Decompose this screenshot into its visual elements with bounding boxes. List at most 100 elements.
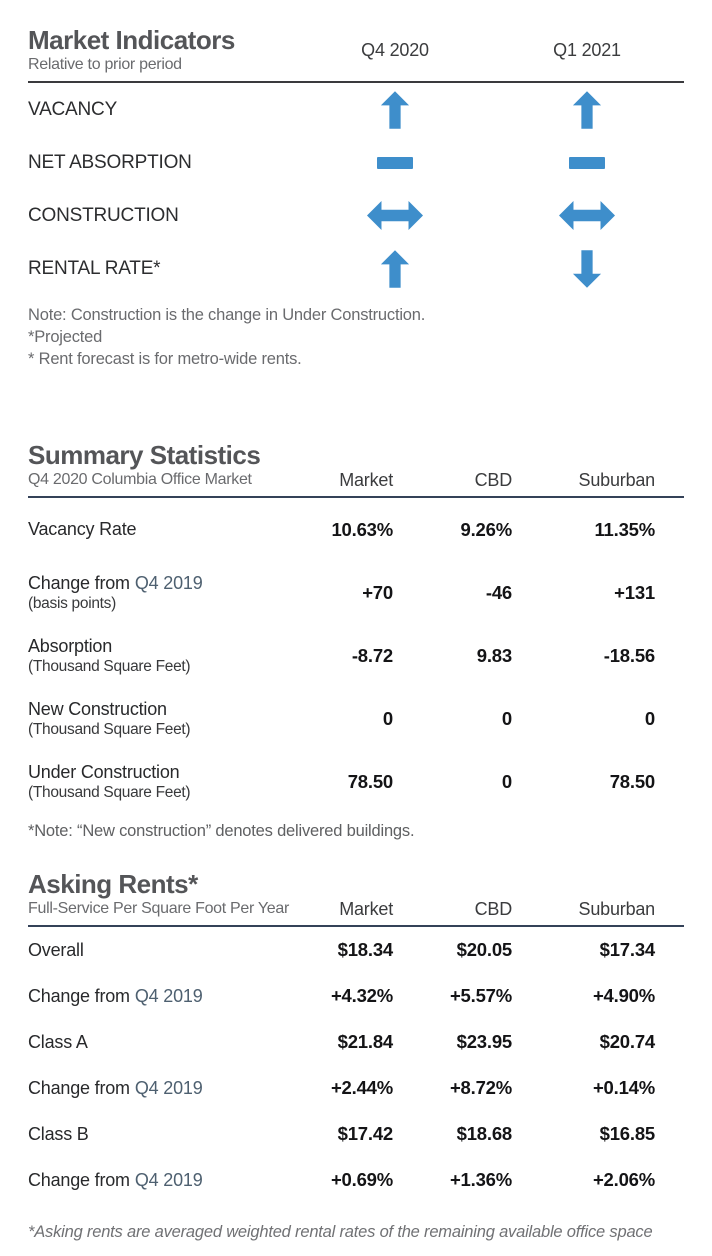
down-arrow-icon [572, 249, 602, 288]
column-header-suburban: Suburban [578, 470, 656, 490]
value-cbd: -46 [485, 581, 512, 603]
indicator-label: NET ABSORPTION [28, 151, 192, 173]
up-arrow-icon [572, 90, 602, 129]
summary-statistics-rule [28, 496, 684, 498]
row-sublabel: (Thousand Square Feet) [28, 720, 191, 738]
value-market: +4.32% [330, 985, 393, 1006]
value-suburban: 11.35% [594, 518, 655, 540]
asking-rents-footnote: *Asking rents are averaged weighted rent… [28, 1223, 653, 1241]
up-arrow-icon [380, 90, 410, 129]
value-cbd: +1.36% [449, 1169, 512, 1190]
summary-statistics-title: Summary Statistics [28, 440, 261, 470]
row-label: Class B [28, 1123, 89, 1144]
value-suburban: $16.85 [599, 1123, 656, 1144]
value-market: +2.44% [330, 1077, 393, 1098]
value-cbd: $20.05 [456, 939, 513, 960]
row-label: Overall [28, 939, 84, 960]
column-header-suburban: Suburban [578, 899, 656, 919]
row-sublabel: (basis points) [28, 594, 116, 612]
value-market: 0 [382, 707, 393, 729]
row-label: New Construction [28, 698, 167, 719]
table-row-change-bps: Change from Q4 2019 (basis points) +70 -4… [28, 561, 684, 624]
value-suburban: +4.90% [592, 985, 655, 1006]
table-row-class-a-change: Change from Q4 2019 +2.44% +8.72% +0.14% [28, 1065, 684, 1111]
row-label: Vacancy Rate [28, 519, 137, 539]
row-label: Absorption [28, 635, 113, 656]
row-label: Change from [28, 985, 130, 1006]
value-market: -8.72 [351, 644, 393, 666]
value-market: $17.42 [337, 1123, 394, 1144]
row-label-period: Q4 2019 [134, 1169, 203, 1190]
summary-statistics-subtitle: Q4 2020 Columbia Office Market [28, 471, 252, 488]
market-indicators-title-block: Market Indicators Relative to prior peri… [28, 25, 300, 75]
value-market: +0.69% [330, 1169, 393, 1190]
value-suburban: 78.50 [609, 770, 655, 792]
value-market: $21.84 [337, 1031, 394, 1052]
market-indicators-section: Market Indicators Relative to prior peri… [28, 25, 684, 370]
note-line: Note: Construction is the change in Unde… [28, 306, 426, 324]
row-label-period: Q4 2019 [134, 1077, 203, 1098]
value-cbd: $18.68 [456, 1123, 513, 1144]
value-cbd: +8.72% [449, 1077, 512, 1098]
column-header-q4-2020: Q4 2020 [361, 39, 429, 60]
value-cbd: 9.26% [460, 518, 513, 540]
left-right-arrow-icon [367, 201, 423, 230]
market-indicators-title: Market Indicators [28, 25, 235, 55]
row-sublabel: (Thousand Square Feet) [28, 783, 191, 801]
indicator-row-net-absorption: NET ABSORPTION [28, 136, 684, 189]
column-header-cbd: CBD [474, 899, 513, 919]
market-indicators-subtitle: Relative to prior period [28, 56, 182, 73]
asking-rents-subtitle: Full-Service Per Square Foot Per Year [28, 900, 290, 917]
row-label: Under Construction [28, 761, 180, 782]
table-row-overall-change: Change from Q4 2019 +4.32% +5.57% +4.90% [28, 973, 684, 1019]
column-header-q1-2021: Q1 2021 [553, 39, 621, 60]
row-label: Class A [28, 1031, 88, 1052]
value-cbd: 0 [501, 770, 512, 792]
summary-statistics-note: *Note: “New construction” denotes delive… [28, 822, 415, 840]
table-row-class-b-change: Change from Q4 2019 +0.69% +1.36% +2.06% [28, 1157, 684, 1203]
summary-statistics-title-block: Summary Statistics Q4 2020 Columbia Offi… [28, 440, 301, 490]
indicator-row-construction: CONSTRUCTION [28, 189, 684, 242]
value-suburban: +0.14% [592, 1077, 655, 1098]
table-row-new-construction: New Construction (Thousand Square Feet) … [28, 687, 684, 750]
value-suburban: 0 [644, 707, 655, 729]
value-suburban: $17.34 [599, 939, 656, 960]
indicator-row-rental-rate: RENTAL RATE* [28, 242, 684, 295]
indicator-label: VACANCY [28, 98, 118, 120]
row-label-period: Q4 2019 [134, 572, 203, 593]
table-row-absorption: Absorption (Thousand Square Feet) -8.72 … [28, 624, 684, 687]
table-row-under-construction: Under Construction (Thousand Square Feet… [28, 750, 684, 813]
table-row-vacancy-rate: Vacancy Rate 10.63% 9.26% 11.35% [28, 498, 684, 561]
value-suburban: $20.74 [599, 1031, 656, 1052]
asking-rents-section: Asking Rents* Full-Service Per Square Fo… [28, 869, 684, 1242]
value-cbd: +5.57% [449, 985, 512, 1006]
up-arrow-icon [380, 249, 410, 288]
value-market: 10.63% [331, 518, 393, 540]
indicator-label: CONSTRUCTION [28, 204, 179, 226]
flat-dash-icon [569, 156, 605, 169]
value-suburban: -18.56 [603, 644, 655, 666]
asking-rents-title-block: Asking Rents* Full-Service Per Square Fo… [28, 869, 301, 919]
value-market: 78.50 [347, 770, 393, 792]
market-indicators-notes: Note: Construction is the change in Unde… [28, 304, 684, 370]
flat-dash-icon [377, 156, 413, 169]
row-sublabel: (Thousand Square Feet) [28, 657, 191, 675]
asking-rents-header: Asking Rents* Full-Service Per Square Fo… [28, 869, 684, 919]
value-cbd: $23.95 [456, 1031, 513, 1052]
row-label: Change from [28, 1169, 130, 1190]
value-market: +70 [362, 581, 393, 603]
table-row-overall: Overall $18.34 $20.05 $17.34 [28, 927, 684, 973]
value-cbd: 9.83 [476, 644, 512, 666]
asking-rents-rule [28, 925, 684, 927]
value-suburban: +2.06% [592, 1169, 655, 1190]
column-header-market: Market [339, 899, 393, 919]
market-indicators-header: Market Indicators Relative to prior peri… [28, 25, 684, 75]
table-row-class-a: Class A $21.84 $23.95 $20.74 [28, 1019, 684, 1065]
value-market: $18.34 [337, 939, 394, 960]
note-line: * Rent forecast is for metro-wide rents. [28, 350, 302, 368]
table-row-class-b: Class B $17.42 $18.68 $16.85 [28, 1111, 684, 1157]
note-line: *Projected [28, 328, 103, 346]
asking-rents-title: Asking Rents* [28, 869, 198, 899]
market-indicators-rule [28, 81, 684, 83]
